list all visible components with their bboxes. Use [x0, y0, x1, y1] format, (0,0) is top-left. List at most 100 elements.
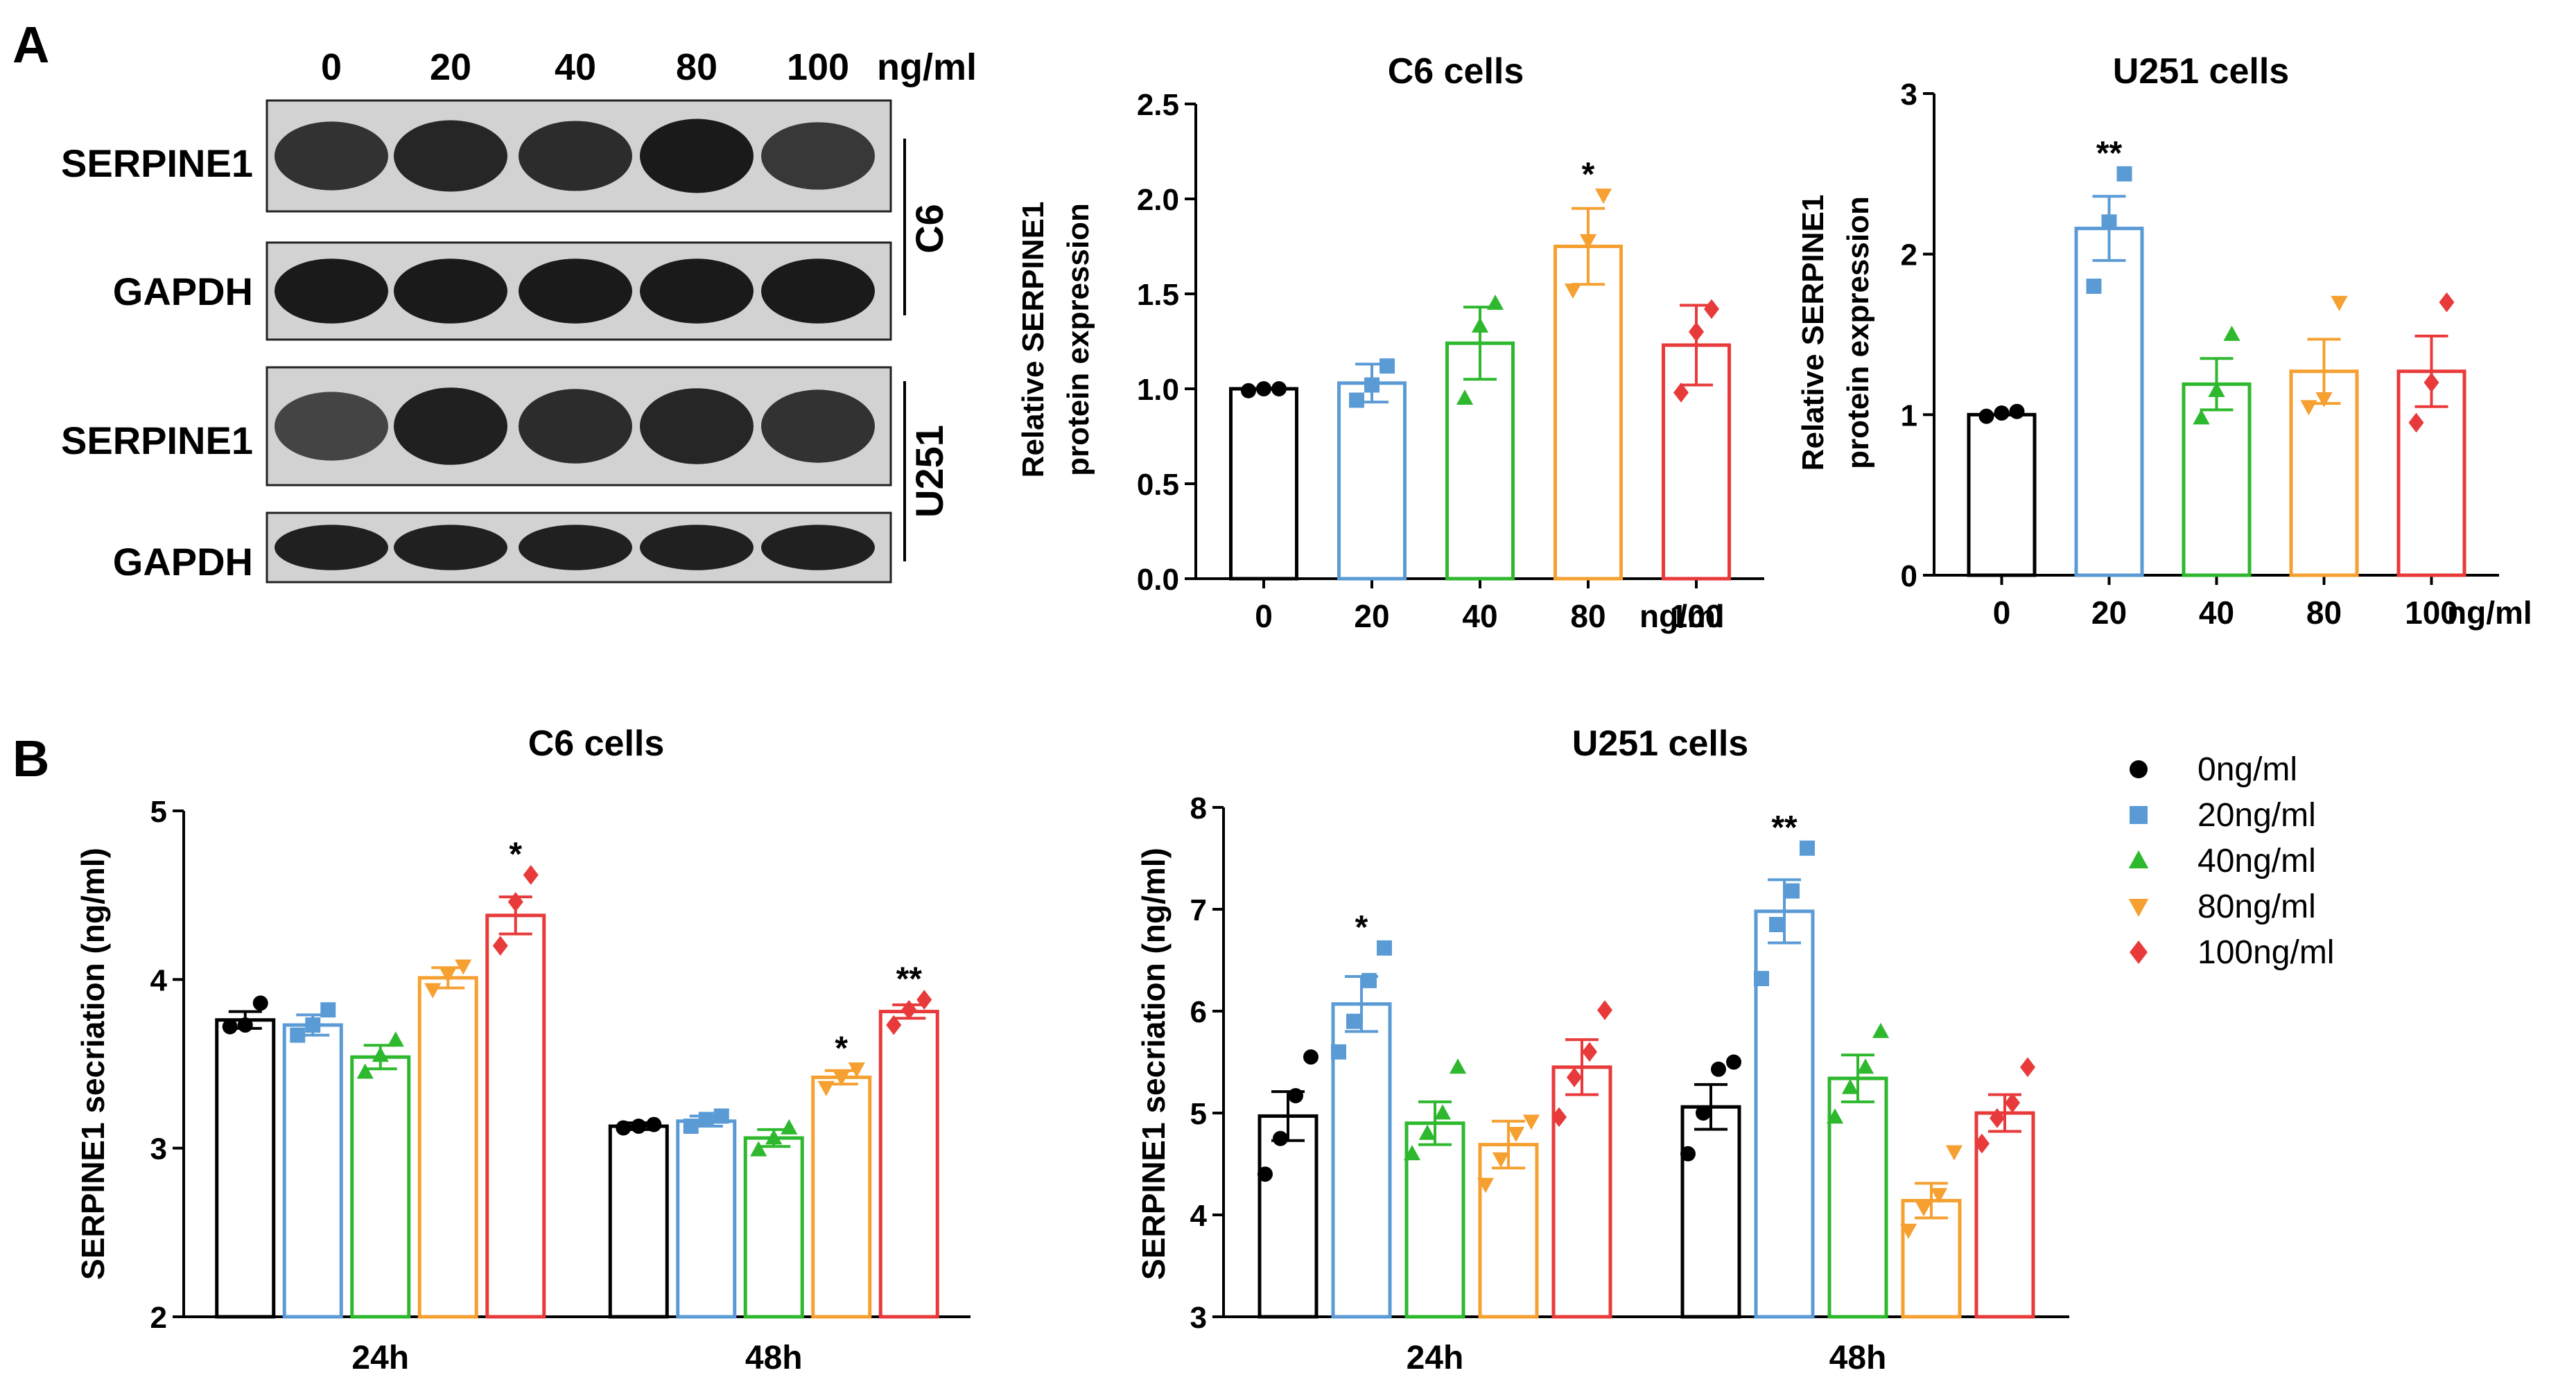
y-tick-label: 1.0 [1137, 373, 1179, 407]
blot-bracket-c6: C6 [903, 139, 951, 315]
x-tick-label: 48h [1829, 1340, 1887, 1376]
data-point [631, 1119, 647, 1135]
y-axis-label: Relative SERPINE1 [1796, 195, 1830, 471]
data-point [1551, 1107, 1567, 1128]
data-point [424, 983, 442, 999]
data-point [1978, 408, 1994, 424]
bar [811, 1075, 872, 1319]
blot-row-label-gapdh-c6: GAPDH [113, 270, 253, 313]
data-point [455, 959, 472, 975]
data-point [901, 999, 917, 1020]
data-point [1471, 317, 1489, 333]
data-point [356, 1063, 374, 1079]
data-point [1696, 1105, 1711, 1121]
x-tick-label: 0 [1993, 595, 2011, 631]
data-point [1704, 299, 1719, 319]
blot-bracket-u251: U251 [903, 381, 951, 561]
chart-b-u251: U251 cells SERPINE1 secriation (ng/ml) 3 4 5… [1135, 724, 2069, 1376]
panel-label-a: A [12, 16, 49, 73]
bar [878, 1010, 939, 1319]
y-tick-label: 3 [1901, 78, 1917, 112]
x-tick-label: 24h [351, 1340, 409, 1376]
bar [1967, 412, 2037, 577]
blot-band [275, 525, 388, 570]
blot-strip [266, 511, 892, 584]
legend-item: 100ng/ml [2130, 934, 2334, 971]
data-point [750, 1141, 767, 1157]
bar [2074, 227, 2144, 577]
data-point [848, 1062, 865, 1078]
data-point [1990, 1108, 2005, 1128]
data-point [1564, 283, 1582, 299]
data-point [2223, 325, 2240, 341]
data-point [1449, 1058, 1467, 1074]
data-point [683, 1119, 699, 1135]
data-point [1594, 189, 1612, 204]
blot-band [640, 119, 754, 193]
blot-conc-40: 40 [555, 46, 596, 88]
y-tick-label: 0.5 [1137, 468, 1179, 502]
data-point [646, 1116, 662, 1132]
legend-marker [2130, 760, 2148, 778]
data-point [2315, 392, 2333, 408]
data-point [1841, 1078, 1859, 1094]
data-point [2005, 1093, 2020, 1113]
y-tick-label: 7 [1190, 893, 1207, 927]
bar [1554, 245, 1623, 581]
charts: C6 cells Relative SERPINE1 protein express… [75, 51, 2532, 1376]
data-point [616, 1120, 632, 1136]
data-point [492, 936, 508, 956]
blot-band [275, 392, 388, 461]
bar [2182, 382, 2252, 577]
data-point [765, 1129, 783, 1145]
legend-item: 20ng/ml [2130, 797, 2316, 834]
blot-strip [266, 99, 892, 213]
blot-band [394, 259, 507, 324]
blot-band [519, 121, 632, 191]
legend-marker [2128, 850, 2149, 869]
y-axis-label: protein expression [1061, 203, 1095, 476]
data-point [1945, 1145, 1963, 1161]
bar [1551, 1065, 1612, 1319]
data-point [713, 1108, 729, 1124]
x-tick-label: 80 [2306, 595, 2342, 631]
data-point [320, 1002, 336, 1018]
data-point [698, 1112, 714, 1128]
legend: 0ng/ml 20ng/ml 40ng/ml 80ng/ml 100ng/ml [2128, 751, 2334, 971]
y-tick-label: 8 [1190, 791, 1207, 825]
blot-strips [266, 99, 892, 584]
y-tick-label: 4 [150, 963, 168, 997]
data-point [2101, 214, 2117, 230]
blot-band [519, 525, 632, 570]
legend-item: 40ng/ml [2128, 843, 2316, 879]
y-tick-label: 2.0 [1137, 183, 1179, 217]
y-tick-label: 3 [150, 1132, 167, 1166]
blot-conc-80: 80 [676, 46, 717, 88]
data-point [1994, 405, 2010, 421]
data-point [833, 1071, 850, 1087]
significance-marker: * [835, 1030, 848, 1067]
data-point [1364, 377, 1380, 393]
y-axis-label: SERPINE1 secriation (ng/ml) [1135, 848, 1172, 1280]
data-point [2020, 1057, 2035, 1078]
blot-band [640, 525, 754, 570]
data-point [886, 1015, 902, 1035]
data-point [2193, 409, 2210, 425]
data-point [440, 967, 457, 983]
data-point [1872, 1022, 1890, 1038]
data-point [1507, 1127, 1525, 1143]
data-point [1418, 1124, 1436, 1140]
blot-band [275, 121, 388, 191]
chart-title: C6 cells [528, 724, 665, 764]
data-point [1256, 381, 1271, 396]
blot-band [761, 525, 875, 570]
data-point [1273, 1130, 1288, 1146]
data-point [1800, 840, 1815, 856]
data-point [781, 1119, 798, 1135]
data-point [1486, 295, 1504, 310]
data-point [237, 1017, 253, 1033]
legend-label: 80ng/ml [2198, 888, 2316, 925]
x-unit-label: ng/ml [1639, 598, 1725, 634]
data-point [2331, 295, 2348, 311]
data-point [1346, 1013, 1361, 1029]
